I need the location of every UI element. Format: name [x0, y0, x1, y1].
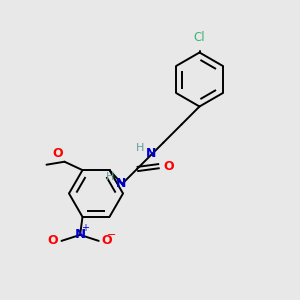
Text: O: O: [102, 234, 112, 248]
Text: +: +: [82, 223, 89, 233]
Text: N: N: [74, 228, 86, 242]
Text: Cl: Cl: [194, 31, 205, 44]
Text: H: H: [106, 172, 114, 182]
Text: −: −: [106, 230, 116, 240]
Text: N: N: [146, 147, 156, 161]
Text: O: O: [163, 160, 174, 172]
Text: O: O: [48, 234, 58, 248]
Text: O: O: [52, 147, 63, 160]
Text: H: H: [136, 142, 145, 153]
Text: N: N: [116, 177, 127, 190]
